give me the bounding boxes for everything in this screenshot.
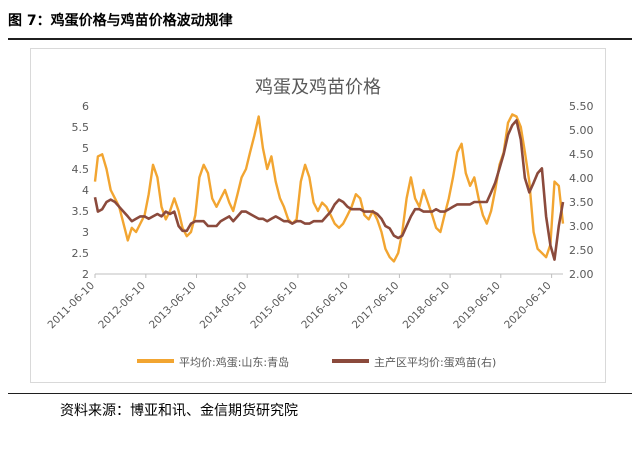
y-right-tick-label: 2.50 xyxy=(569,244,594,257)
x-tick-label: 2014-06-10 xyxy=(198,280,250,332)
x-tick-label: 2018-06-10 xyxy=(401,280,453,332)
y-left-tick-label: 2.5 xyxy=(72,247,90,260)
chart-container: 鸡蛋及鸡苗价格 2 2.5 3 3.5 4 4.5 5 5.5 6 2.00 2.50 3.00 3.5… xyxy=(30,48,606,383)
y-left-tick-label: 3.5 xyxy=(72,205,90,218)
x-tick-label: 2017-06-10 xyxy=(350,280,402,332)
source-divider xyxy=(8,393,632,394)
x-tick-label: 2015-06-10 xyxy=(248,280,300,332)
y-right-tick-label: 5.50 xyxy=(569,100,594,113)
y-left-tick-label: 5.5 xyxy=(72,121,90,134)
y-left-tick-label: 5 xyxy=(82,142,89,155)
y-left-tick-label: 4 xyxy=(82,184,89,197)
x-tick-label: 2020-06-10 xyxy=(502,280,554,332)
chart-title: 鸡蛋及鸡苗价格 xyxy=(255,77,381,98)
title-divider xyxy=(8,38,632,40)
legend: 平均价:鸡蛋:山东:青岛 主产区平均价:蛋鸡苗(右) xyxy=(137,355,496,369)
y-right-tick-label: 4.50 xyxy=(569,148,594,161)
x-tick-label: 2016-06-10 xyxy=(299,280,351,332)
y-left-tick-label: 6 xyxy=(82,100,89,113)
y-left-tick-label: 3 xyxy=(82,226,89,239)
source-note: 资料来源：博亚和讯、金信期货研究院 xyxy=(60,403,298,419)
series-layer xyxy=(93,113,565,263)
series-line-chick-price xyxy=(93,119,565,261)
series-line-egg-price xyxy=(93,113,565,263)
y-right-tick-label: 3.00 xyxy=(569,220,594,233)
figure-title: 图 7：鸡蛋价格与鸡苗价格波动规律 xyxy=(8,13,233,29)
y-right-tick-label: 5.00 xyxy=(569,124,594,137)
y-right-tick-label: 2.00 xyxy=(569,268,594,281)
y-left-tick-label: 4.5 xyxy=(72,163,90,176)
x-tick-label: 2019-06-10 xyxy=(451,280,503,332)
legend-label-chick: 主产区平均价:蛋鸡苗(右) xyxy=(374,355,496,369)
legend-label-egg: 平均价:鸡蛋:山东:青岛 xyxy=(179,355,289,369)
y-right-tick-label: 3.50 xyxy=(569,196,594,209)
price-chart: 鸡蛋及鸡苗价格 2 2.5 3 3.5 4 4.5 5 5.5 6 2.00 2.50 3.00 3.5… xyxy=(45,77,594,369)
y-left-tick-label: 2 xyxy=(82,268,89,281)
y-right-tick-label: 4.00 xyxy=(569,172,594,185)
x-tick-label: 2011-06-10 xyxy=(45,280,97,332)
x-tick-label: 2012-06-10 xyxy=(96,280,148,332)
x-tick-label: 2013-06-10 xyxy=(147,280,199,332)
